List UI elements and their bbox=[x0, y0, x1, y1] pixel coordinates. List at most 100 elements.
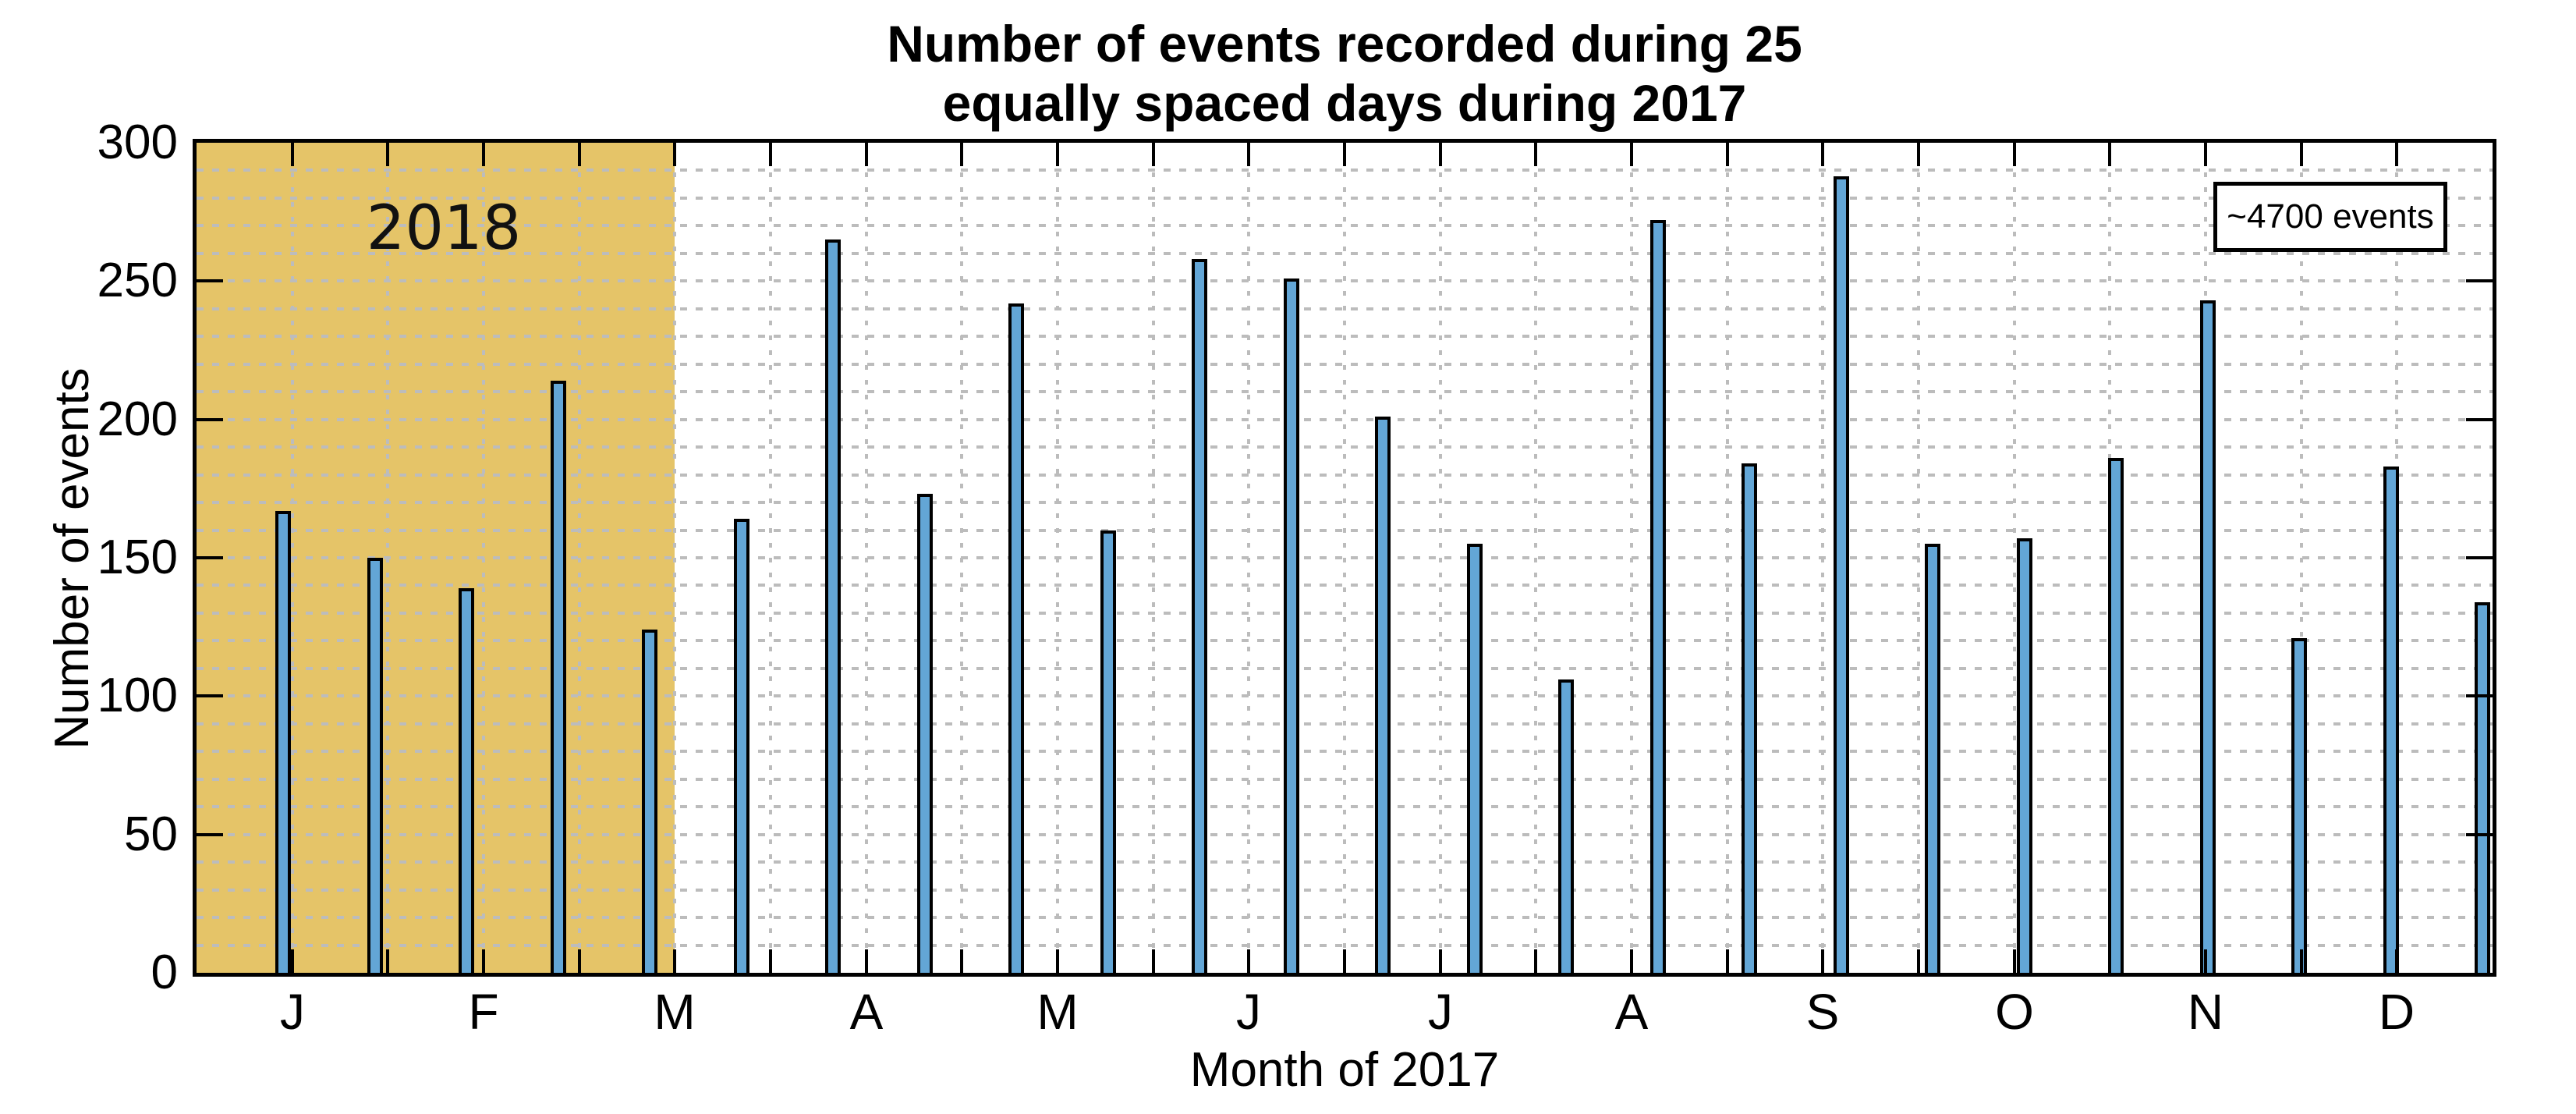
minor-gridline-vertical bbox=[1821, 143, 1825, 973]
x-axis-tick bbox=[386, 143, 390, 166]
x-axis-tick bbox=[2299, 949, 2303, 973]
highlight-region-label: 2018 bbox=[366, 193, 522, 264]
x-axis-tick bbox=[290, 949, 294, 973]
x-axis-tick bbox=[1247, 143, 1251, 166]
x-axis-tick bbox=[1247, 949, 1251, 973]
x-axis-tick bbox=[1917, 949, 1920, 973]
x-tick-label-month-4: A bbox=[849, 984, 884, 1040]
minor-gridline-vertical bbox=[1917, 143, 1920, 973]
x-tick-label-month-10: O bbox=[1995, 984, 2034, 1040]
x-axis-tick bbox=[1821, 949, 1825, 973]
y-tick-label-300: 300 bbox=[97, 115, 178, 169]
minor-gridline-vertical bbox=[769, 143, 772, 973]
y-tick-label-50: 50 bbox=[124, 807, 178, 861]
x-axis-tick bbox=[482, 143, 485, 166]
x-axis-tick bbox=[1151, 949, 1155, 973]
x-axis-tick bbox=[2012, 949, 2016, 973]
minor-gridline-vertical bbox=[960, 143, 964, 973]
x-axis-tick bbox=[2108, 143, 2112, 166]
bar-day-3 bbox=[459, 588, 474, 973]
x-tick-label-month-5: M bbox=[1036, 984, 1079, 1040]
bar-day-23 bbox=[2291, 638, 2307, 973]
minor-gridline-vertical bbox=[1247, 143, 1251, 973]
y-tick-label-150: 150 bbox=[97, 530, 178, 584]
bar-day-12 bbox=[1284, 278, 1299, 973]
bar-day-11 bbox=[1192, 259, 1207, 973]
x-axis-tick bbox=[2395, 143, 2399, 166]
x-tick-label-month-12: D bbox=[2378, 984, 2415, 1040]
x-axis-tick bbox=[2204, 949, 2207, 973]
bar-day-20 bbox=[2017, 538, 2032, 973]
minor-gridline-vertical bbox=[1343, 143, 1346, 973]
minor-gridline-vertical bbox=[864, 143, 868, 973]
bar-day-18 bbox=[1834, 176, 1849, 973]
x-tick-label-month-3: M bbox=[654, 984, 696, 1040]
x-axis-tick bbox=[290, 143, 294, 166]
y-axis-tick bbox=[197, 417, 223, 421]
x-axis-tick bbox=[1438, 143, 1442, 166]
bar-day-10 bbox=[1100, 530, 1116, 973]
x-axis-tick bbox=[769, 949, 772, 973]
x-axis-tick bbox=[864, 949, 868, 973]
x-axis-tick bbox=[577, 949, 581, 973]
minor-gridline-vertical bbox=[386, 143, 390, 973]
bar-day-19 bbox=[1925, 544, 1940, 973]
x-tick-label-month-7: J bbox=[1428, 984, 1453, 1040]
x-axis-tick bbox=[2299, 143, 2303, 166]
bar-day-6 bbox=[734, 519, 749, 973]
x-axis-tick bbox=[1534, 949, 1538, 973]
y-axis-tick bbox=[197, 279, 223, 283]
bar-day-5 bbox=[642, 630, 657, 973]
y-axis-tick bbox=[2466, 694, 2493, 698]
x-tick-label-month-6: J bbox=[1236, 984, 1261, 1040]
bar-day-15 bbox=[1558, 679, 1574, 973]
x-axis-tick bbox=[1056, 143, 1059, 166]
bar-day-13 bbox=[1375, 417, 1391, 973]
y-axis-tick bbox=[197, 832, 223, 836]
bar-day-2 bbox=[367, 558, 383, 973]
chart-title: Number of events recorded during 25 equa… bbox=[565, 14, 2124, 133]
x-axis-tick bbox=[1343, 143, 1346, 166]
y-tick-label-250: 250 bbox=[97, 254, 178, 308]
y-tick-label-200: 200 bbox=[97, 392, 178, 446]
x-axis-tick bbox=[673, 143, 677, 166]
x-axis-tick bbox=[960, 143, 964, 166]
x-tick-label-month-11: N bbox=[2187, 984, 2224, 1040]
x-axis-tick bbox=[2012, 143, 2016, 166]
minor-gridline-vertical bbox=[482, 143, 485, 973]
minor-gridline-vertical bbox=[1630, 143, 1633, 973]
chart-title-line-2: equally spaced days during 2017 bbox=[942, 74, 1747, 132]
y-axis-tick bbox=[2466, 279, 2493, 283]
bar-day-22 bbox=[2200, 300, 2216, 973]
x-axis-tick bbox=[2395, 949, 2399, 973]
bar-day-24 bbox=[2383, 467, 2399, 973]
x-axis-tick bbox=[1438, 949, 1442, 973]
bar-day-21 bbox=[2108, 458, 2124, 973]
bar-day-14 bbox=[1467, 544, 1483, 973]
x-axis-tick bbox=[482, 949, 485, 973]
bar-day-8 bbox=[917, 494, 933, 973]
minor-gridline-vertical bbox=[2012, 143, 2016, 973]
bar-day-4 bbox=[551, 381, 566, 973]
x-axis-tick bbox=[1917, 143, 1920, 166]
x-axis-tick bbox=[1343, 949, 1346, 973]
bar-day-1 bbox=[275, 511, 291, 973]
bar-day-16 bbox=[1650, 220, 1666, 973]
x-tick-label-month-1: J bbox=[280, 984, 305, 1040]
total-events-annotation: ~4700 events bbox=[2213, 182, 2447, 252]
x-axis-tick bbox=[1630, 143, 1633, 166]
x-axis-tick bbox=[1821, 143, 1825, 166]
x-axis-tick bbox=[386, 949, 390, 973]
x-axis-tick bbox=[1630, 949, 1633, 973]
x-axis-tick bbox=[960, 949, 964, 973]
minor-gridline-vertical bbox=[290, 143, 294, 973]
x-axis-tick bbox=[864, 143, 868, 166]
y-axis-tick bbox=[2466, 832, 2493, 836]
bar-day-25 bbox=[2475, 602, 2490, 973]
x-axis-tick bbox=[1725, 949, 1729, 973]
minor-gridline-vertical bbox=[1725, 143, 1729, 973]
y-tick-label-0: 0 bbox=[151, 945, 178, 999]
bar-day-7 bbox=[825, 239, 841, 973]
bar-day-17 bbox=[1742, 463, 1757, 973]
